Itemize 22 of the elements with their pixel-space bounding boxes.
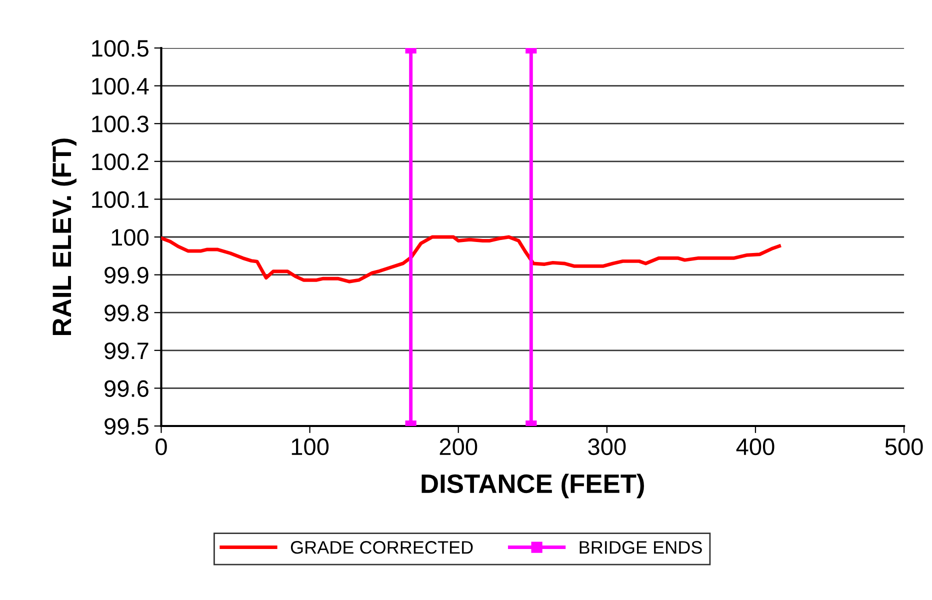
line-series bbox=[161, 235, 781, 284]
y-tick-label: 99.7 bbox=[104, 342, 148, 360]
y-tick-label: 100.1 bbox=[92, 191, 148, 208]
y-tick-label: 99.9 bbox=[104, 266, 148, 284]
y-tick-label: 99.6 bbox=[104, 380, 148, 397]
legend-label: BRIDGE ENDS bbox=[580, 541, 702, 554]
y-tick-label: 100.3 bbox=[92, 116, 148, 132]
y-tick-label: 100 bbox=[112, 229, 149, 246]
x-tick-label: 0 bbox=[156, 438, 167, 456]
y-axis-title: RAIL ELEV. (FT) bbox=[52, 138, 76, 335]
x-tick-label: 400 bbox=[736, 438, 774, 456]
x-tick-label: 100 bbox=[292, 438, 329, 456]
y-tick-label: 99.5 bbox=[104, 418, 148, 435]
x-tick-label: 300 bbox=[588, 438, 626, 456]
y-tick-label: 100.5 bbox=[92, 40, 148, 57]
y-tick-label: 99.8 bbox=[104, 304, 148, 322]
x-axis-title: DISTANCE (FEET) bbox=[422, 474, 644, 498]
y-tick-label: 100.2 bbox=[92, 153, 148, 170]
x-tick-label: 200 bbox=[440, 438, 478, 456]
y-tick-label: 100.4 bbox=[92, 78, 149, 95]
x-tick-label: 500 bbox=[885, 438, 923, 456]
legend-label: GRADE CORRECTED bbox=[290, 541, 473, 554]
